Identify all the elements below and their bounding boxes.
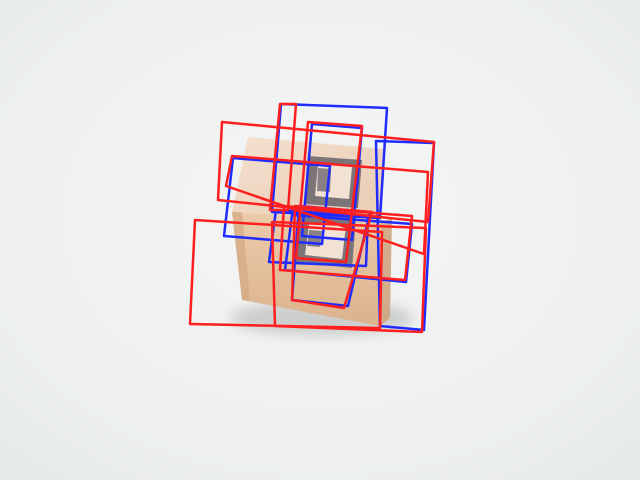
block-left-edge <box>232 212 250 300</box>
blue-box-2 <box>300 122 364 242</box>
red-box-4 <box>188 218 384 330</box>
red-box-7 <box>270 220 428 334</box>
red-box-6 <box>290 204 374 310</box>
red-box-8 <box>294 120 364 264</box>
blue-box-6 <box>374 139 436 332</box>
red-box-3 <box>268 102 298 212</box>
blue-box-3 <box>222 156 332 246</box>
blue-box-4 <box>267 208 370 268</box>
blue-box-7 <box>283 213 414 284</box>
red-box-1 <box>216 120 436 224</box>
block-side-face <box>380 218 392 326</box>
overlay-boxes <box>188 102 436 334</box>
